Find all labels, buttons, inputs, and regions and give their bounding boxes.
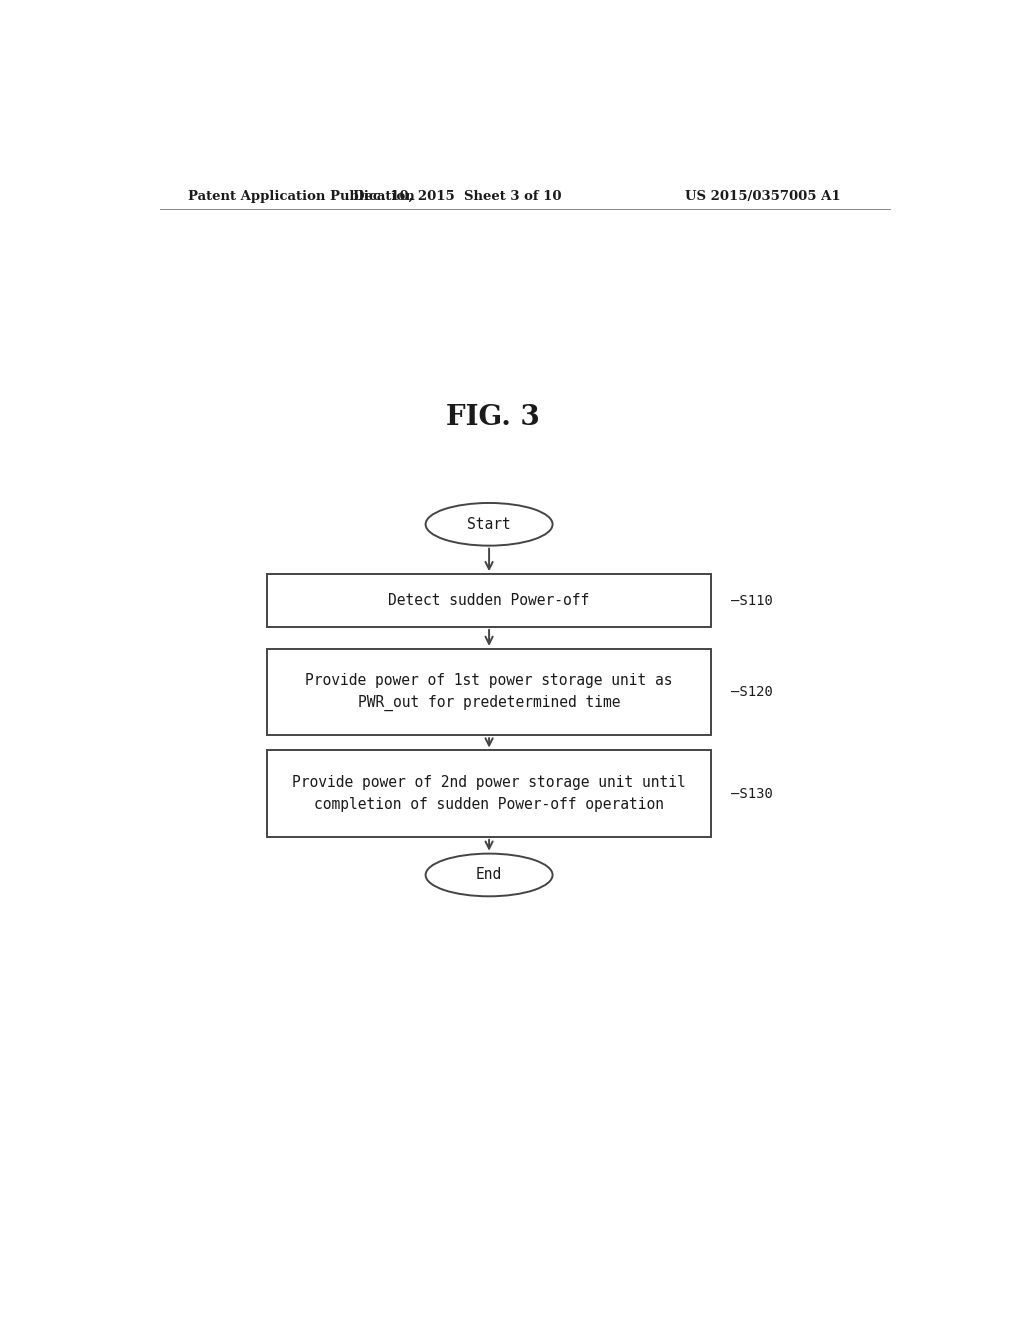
Text: Detect sudden Power-off: Detect sudden Power-off <box>388 593 590 609</box>
Ellipse shape <box>426 854 553 896</box>
Text: —S130: —S130 <box>731 787 773 801</box>
FancyBboxPatch shape <box>267 649 712 735</box>
FancyBboxPatch shape <box>267 574 712 627</box>
Text: End: End <box>476 867 502 883</box>
Text: Provide power of 2nd power storage unit until
completion of sudden Power-off ope: Provide power of 2nd power storage unit … <box>292 775 686 812</box>
Text: Dec. 10, 2015  Sheet 3 of 10: Dec. 10, 2015 Sheet 3 of 10 <box>353 190 561 202</box>
Text: Patent Application Publication: Patent Application Publication <box>187 190 415 202</box>
Text: FIG. 3: FIG. 3 <box>446 404 540 432</box>
FancyBboxPatch shape <box>267 751 712 837</box>
Ellipse shape <box>426 503 553 545</box>
Text: Provide power of 1st power storage unit as
PWR_out for predetermined time: Provide power of 1st power storage unit … <box>305 673 673 711</box>
Text: US 2015/0357005 A1: US 2015/0357005 A1 <box>685 190 841 202</box>
Text: —S120: —S120 <box>731 685 773 700</box>
Text: Start: Start <box>467 517 511 532</box>
Text: —S110: —S110 <box>731 594 773 607</box>
